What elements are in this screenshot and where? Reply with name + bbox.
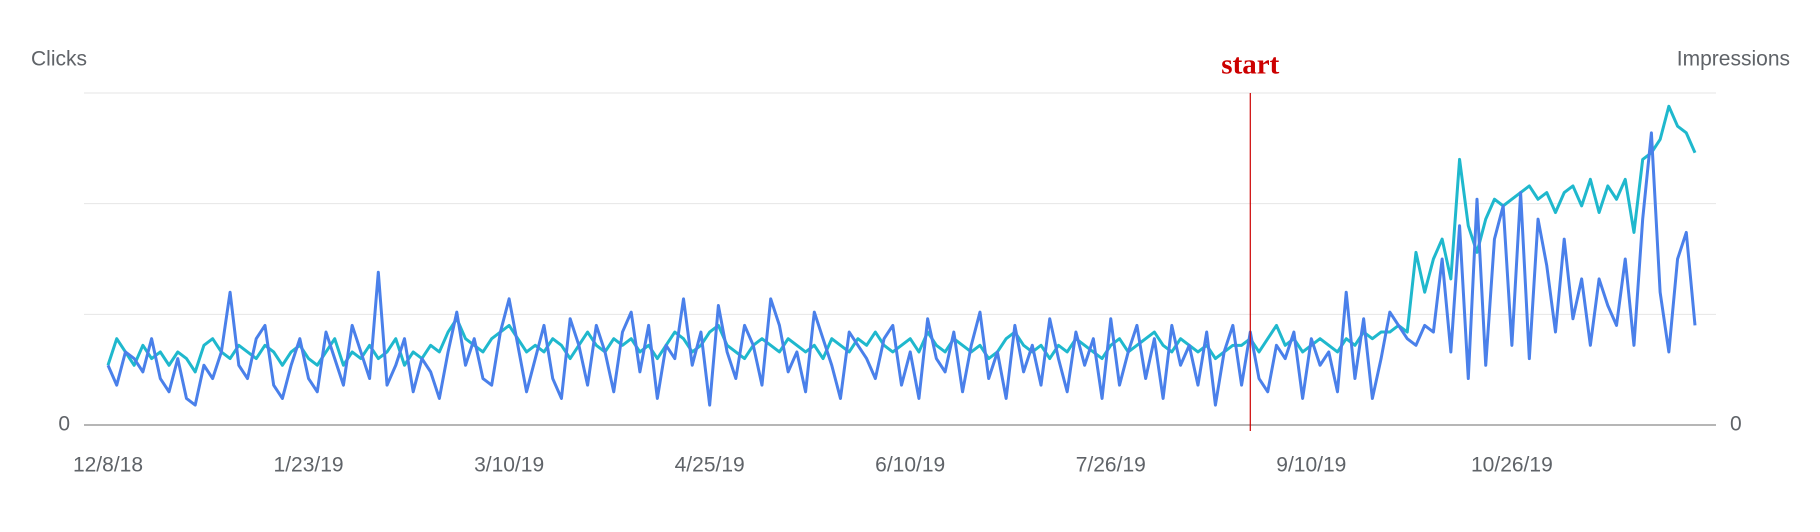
line-series <box>106 104 1697 374</box>
x-tick-label: 3/10/19 <box>474 454 544 477</box>
x-tick-label: 7/26/19 <box>1076 454 1146 477</box>
y2-axis-title: Impressions <box>1677 48 1790 71</box>
annotation-label: start <box>1221 49 1279 81</box>
x-tick-label: 10/26/19 <box>1471 454 1553 477</box>
y2-tick-label: 0 <box>1730 413 1742 436</box>
line-series <box>106 131 1697 407</box>
x-tick-label: 4/25/19 <box>675 454 745 477</box>
x-tick-label: 1/23/19 <box>274 454 344 477</box>
y-tick-label: 0 <box>58 413 70 436</box>
x-tick-label: 12/8/18 <box>73 454 143 477</box>
x-tick-label: 6/10/19 <box>875 454 945 477</box>
x-tick-label: 9/10/19 <box>1276 454 1346 477</box>
y-axis-title: Clicks <box>31 48 87 71</box>
